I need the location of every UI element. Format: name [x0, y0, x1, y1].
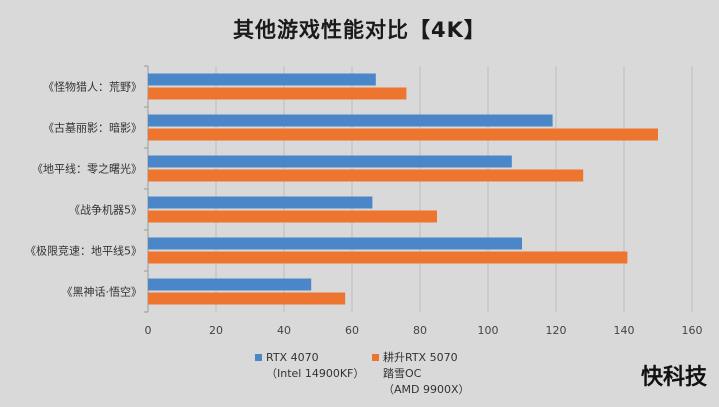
legend-sublabel-rtx5070: 踏雪OC: [383, 367, 422, 380]
legend-label-rtx4070: RTX 4070: [266, 351, 319, 364]
chart-title: 其他游戏性能对比【4K】: [233, 18, 486, 42]
bar-rtx4070-4: [148, 237, 522, 250]
legend-item-rtx4070: RTX 4070 （Intel 14900KF）: [255, 350, 364, 382]
x-tick-label-7: 140: [614, 324, 635, 337]
category-label-1: 《古墓丽影：暗影》: [43, 121, 142, 135]
bar-rtx4070-3: [148, 196, 373, 209]
legend-swatch-rtx5070: [372, 353, 379, 361]
category-label-2: 《地平线：零之曙光》: [32, 162, 142, 176]
legend-item-rtx5070: 耕升RTX 5070 踏雪OC （AMD 9900X）: [372, 350, 470, 398]
x-tick-label-0: 0: [145, 324, 152, 337]
bar-rtx5070-4: [148, 251, 628, 264]
category-label-4: 《极限竞速：地平线5》: [25, 244, 142, 258]
watermark: 快科技: [640, 365, 707, 390]
x-tick-label-8: 160: [682, 324, 703, 337]
legend-label-rtx5070: 耕升RTX 5070: [383, 351, 458, 364]
bar-rtx5070-1: [148, 128, 658, 141]
x-tick-label-5: 100: [478, 324, 499, 337]
category-label-0: 《怪物猎人：荒野》: [43, 80, 142, 94]
x-tick-label-6: 120: [546, 324, 567, 337]
legend-sublabel-rtx4070: （Intel 14900KF）: [266, 367, 365, 380]
bar-rtx5070-0: [148, 87, 407, 100]
bar-rtx5070-2: [148, 169, 584, 182]
bar-rtx4070-1: [148, 114, 553, 127]
x-tick-label-4: 80: [413, 324, 427, 337]
bar-rtx4070-5: [148, 278, 312, 291]
legend-sublabel2-rtx5070: （AMD 9900X）: [383, 383, 470, 396]
x-tick-label-3: 60: [345, 324, 359, 337]
x-tick-label-1: 20: [209, 324, 223, 337]
category-label-3: 《战争机器5》: [69, 203, 142, 217]
bar-rtx5070-3: [148, 210, 437, 223]
legend-swatch-rtx4070: [255, 353, 262, 361]
bar-rtx4070-0: [148, 73, 376, 86]
x-tick-label-2: 40: [277, 324, 291, 337]
category-label-5: 《黑神话·悟空》: [62, 285, 143, 299]
bar-rtx4070-2: [148, 155, 512, 168]
bar-rtx5070-5: [148, 292, 346, 305]
